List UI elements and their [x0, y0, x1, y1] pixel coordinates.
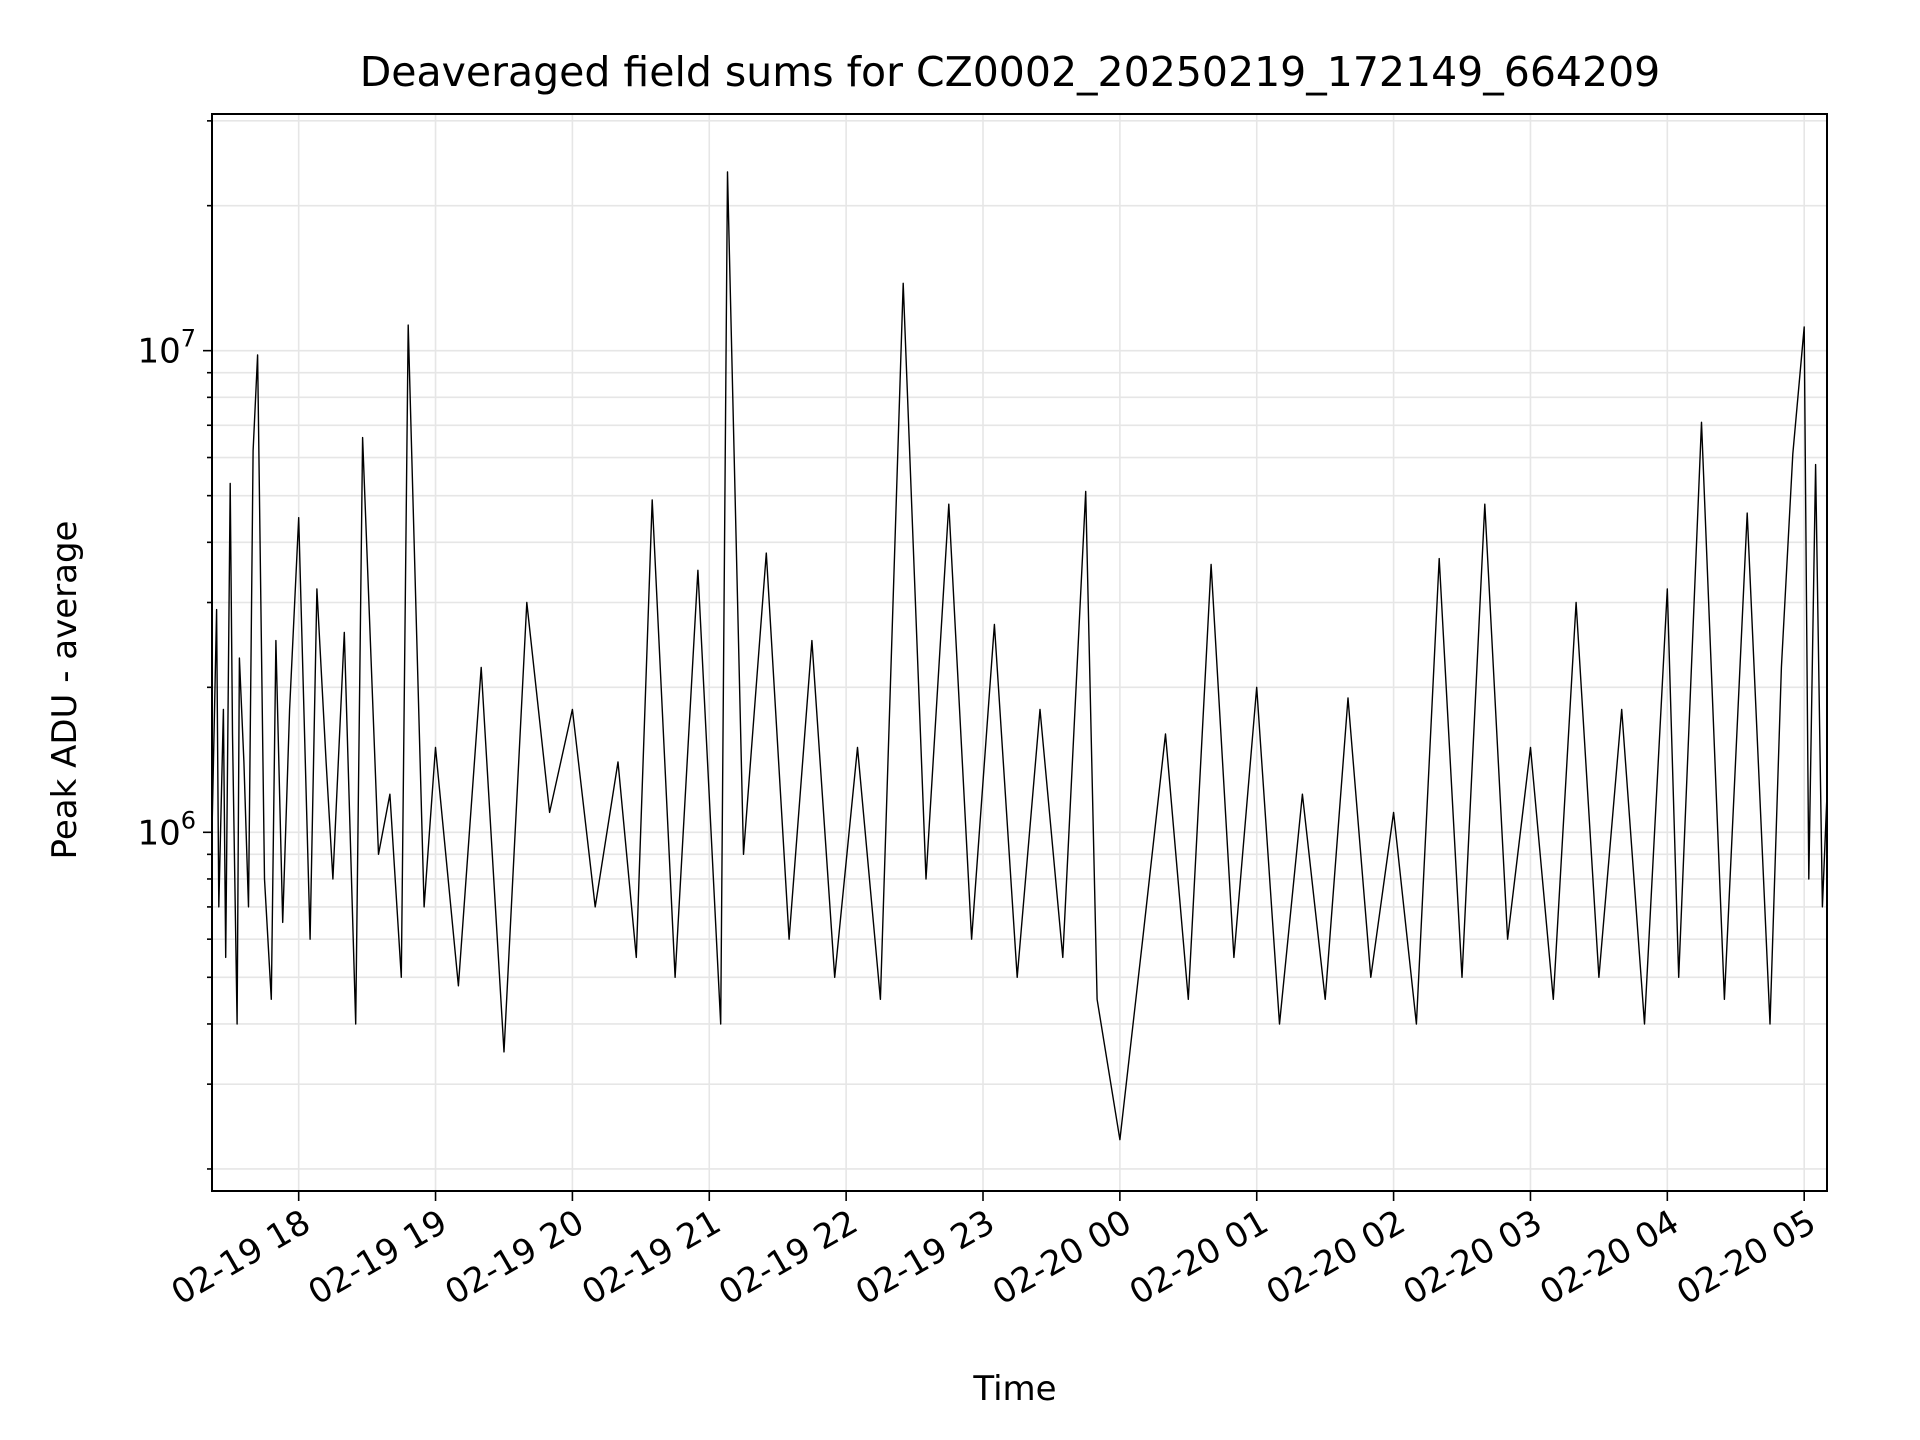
x-axis-label: Time	[972, 1369, 1056, 1409]
x-tick-label: 02-19 18	[165, 1202, 317, 1313]
x-tick-label: 02-19 22	[712, 1202, 864, 1313]
y-tick-label-base: 10	[137, 332, 180, 372]
x-tick-label: 02-19 23	[849, 1202, 1001, 1313]
x-tick-label: 02-19 21	[575, 1202, 727, 1313]
x-tick-label: 02-19 20	[439, 1202, 591, 1313]
y-tick-label: 107	[137, 325, 196, 372]
x-tick-label: 02-20 01	[1123, 1202, 1275, 1313]
series-layer	[211, 171, 1828, 1141]
x-tick-label: 02-20 04	[1533, 1202, 1685, 1313]
x-tick-label: 02-19 19	[302, 1202, 454, 1313]
y-tick-label: 106	[137, 806, 196, 853]
y-axis-label: Peak ADU - average	[45, 521, 85, 860]
y-tick-label-exponent: 6	[181, 806, 196, 834]
x-tick-label: 02-20 00	[986, 1202, 1138, 1313]
series-line	[211, 171, 1828, 1141]
x-tick-label: 02-20 05	[1670, 1202, 1822, 1313]
chart-title: Deaveraged field sums for CZ0002_2025021…	[360, 48, 1661, 96]
y-tick-label-exponent: 7	[181, 325, 196, 353]
x-tick-label: 02-20 02	[1260, 1202, 1412, 1313]
grid-lines	[212, 114, 1827, 1191]
x-tick-label: 02-20 03	[1397, 1202, 1549, 1313]
y-tick-label-base: 10	[137, 813, 180, 853]
plot-frame	[211, 113, 1828, 1192]
